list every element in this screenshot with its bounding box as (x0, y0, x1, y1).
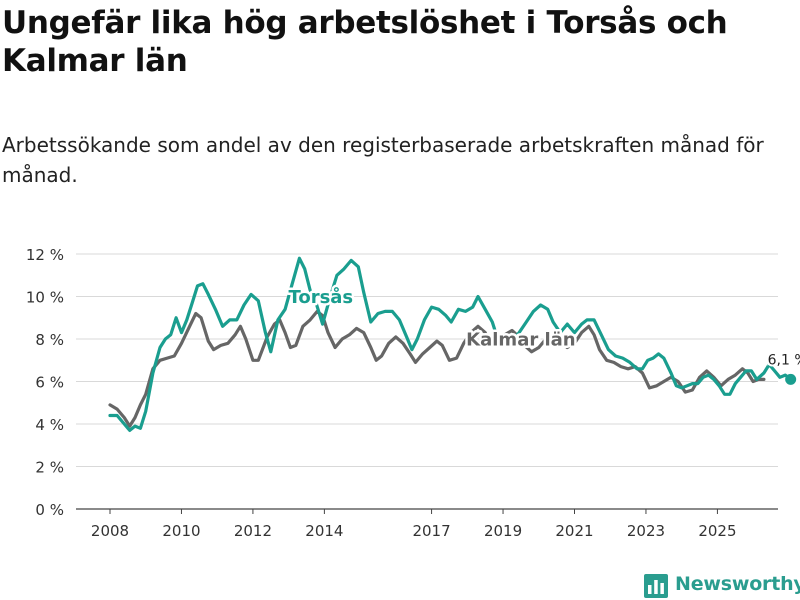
series-end-marker (785, 373, 797, 385)
x-tick-label: 2010 (162, 522, 200, 540)
y-tick-label: 12 % (26, 246, 64, 264)
newsworthy-brand[interactable]: Newsworthy (644, 568, 800, 600)
y-tick-label: 6 % (35, 374, 64, 392)
series-label-kalmar-lan: Kalmar län (466, 329, 575, 350)
x-tick-label: 2014 (305, 522, 343, 540)
x-tick-label: 2012 (234, 522, 272, 540)
y-tick-label: 10 % (26, 289, 64, 307)
x-tick-label: 2008 (91, 522, 129, 540)
grid-lines (76, 253, 778, 510)
x-tick-label: 2025 (698, 522, 736, 540)
series-line-kalmar-lan (108, 309, 766, 428)
y-tick-label: 0 % (35, 501, 64, 519)
x-tick-label: 2023 (627, 522, 665, 540)
y-tick-label: 8 % (35, 331, 64, 349)
series-end-value-label: 6,1 % (768, 352, 800, 368)
chart-title: Ungefär lika hög arbetslöshet i Torsås o… (2, 5, 728, 79)
chart-subtitle: Arbetssökande som andel av den registerb… (2, 133, 764, 187)
x-tick-label: 2019 (484, 522, 522, 540)
axes: 0 % 2 % 4 % 6 % 8 % 10 % 12 % 2008 2010 2012 2014 2… (26, 246, 737, 540)
y-tick-label: 2 % (35, 459, 64, 477)
series-label-torsas: Torsås (288, 286, 353, 308)
brand-name: Newsworthy (675, 573, 800, 595)
series-lines (108, 256, 793, 432)
bar-chart-logo-icon (644, 574, 668, 598)
series-line-torsas (108, 256, 793, 432)
y-tick-label: 4 % (35, 416, 64, 434)
x-tick-label: 2021 (555, 522, 593, 540)
x-tick-label: 2017 (412, 522, 450, 540)
series-labels: Kalmar län Torsås 6,1 % (286, 283, 800, 385)
